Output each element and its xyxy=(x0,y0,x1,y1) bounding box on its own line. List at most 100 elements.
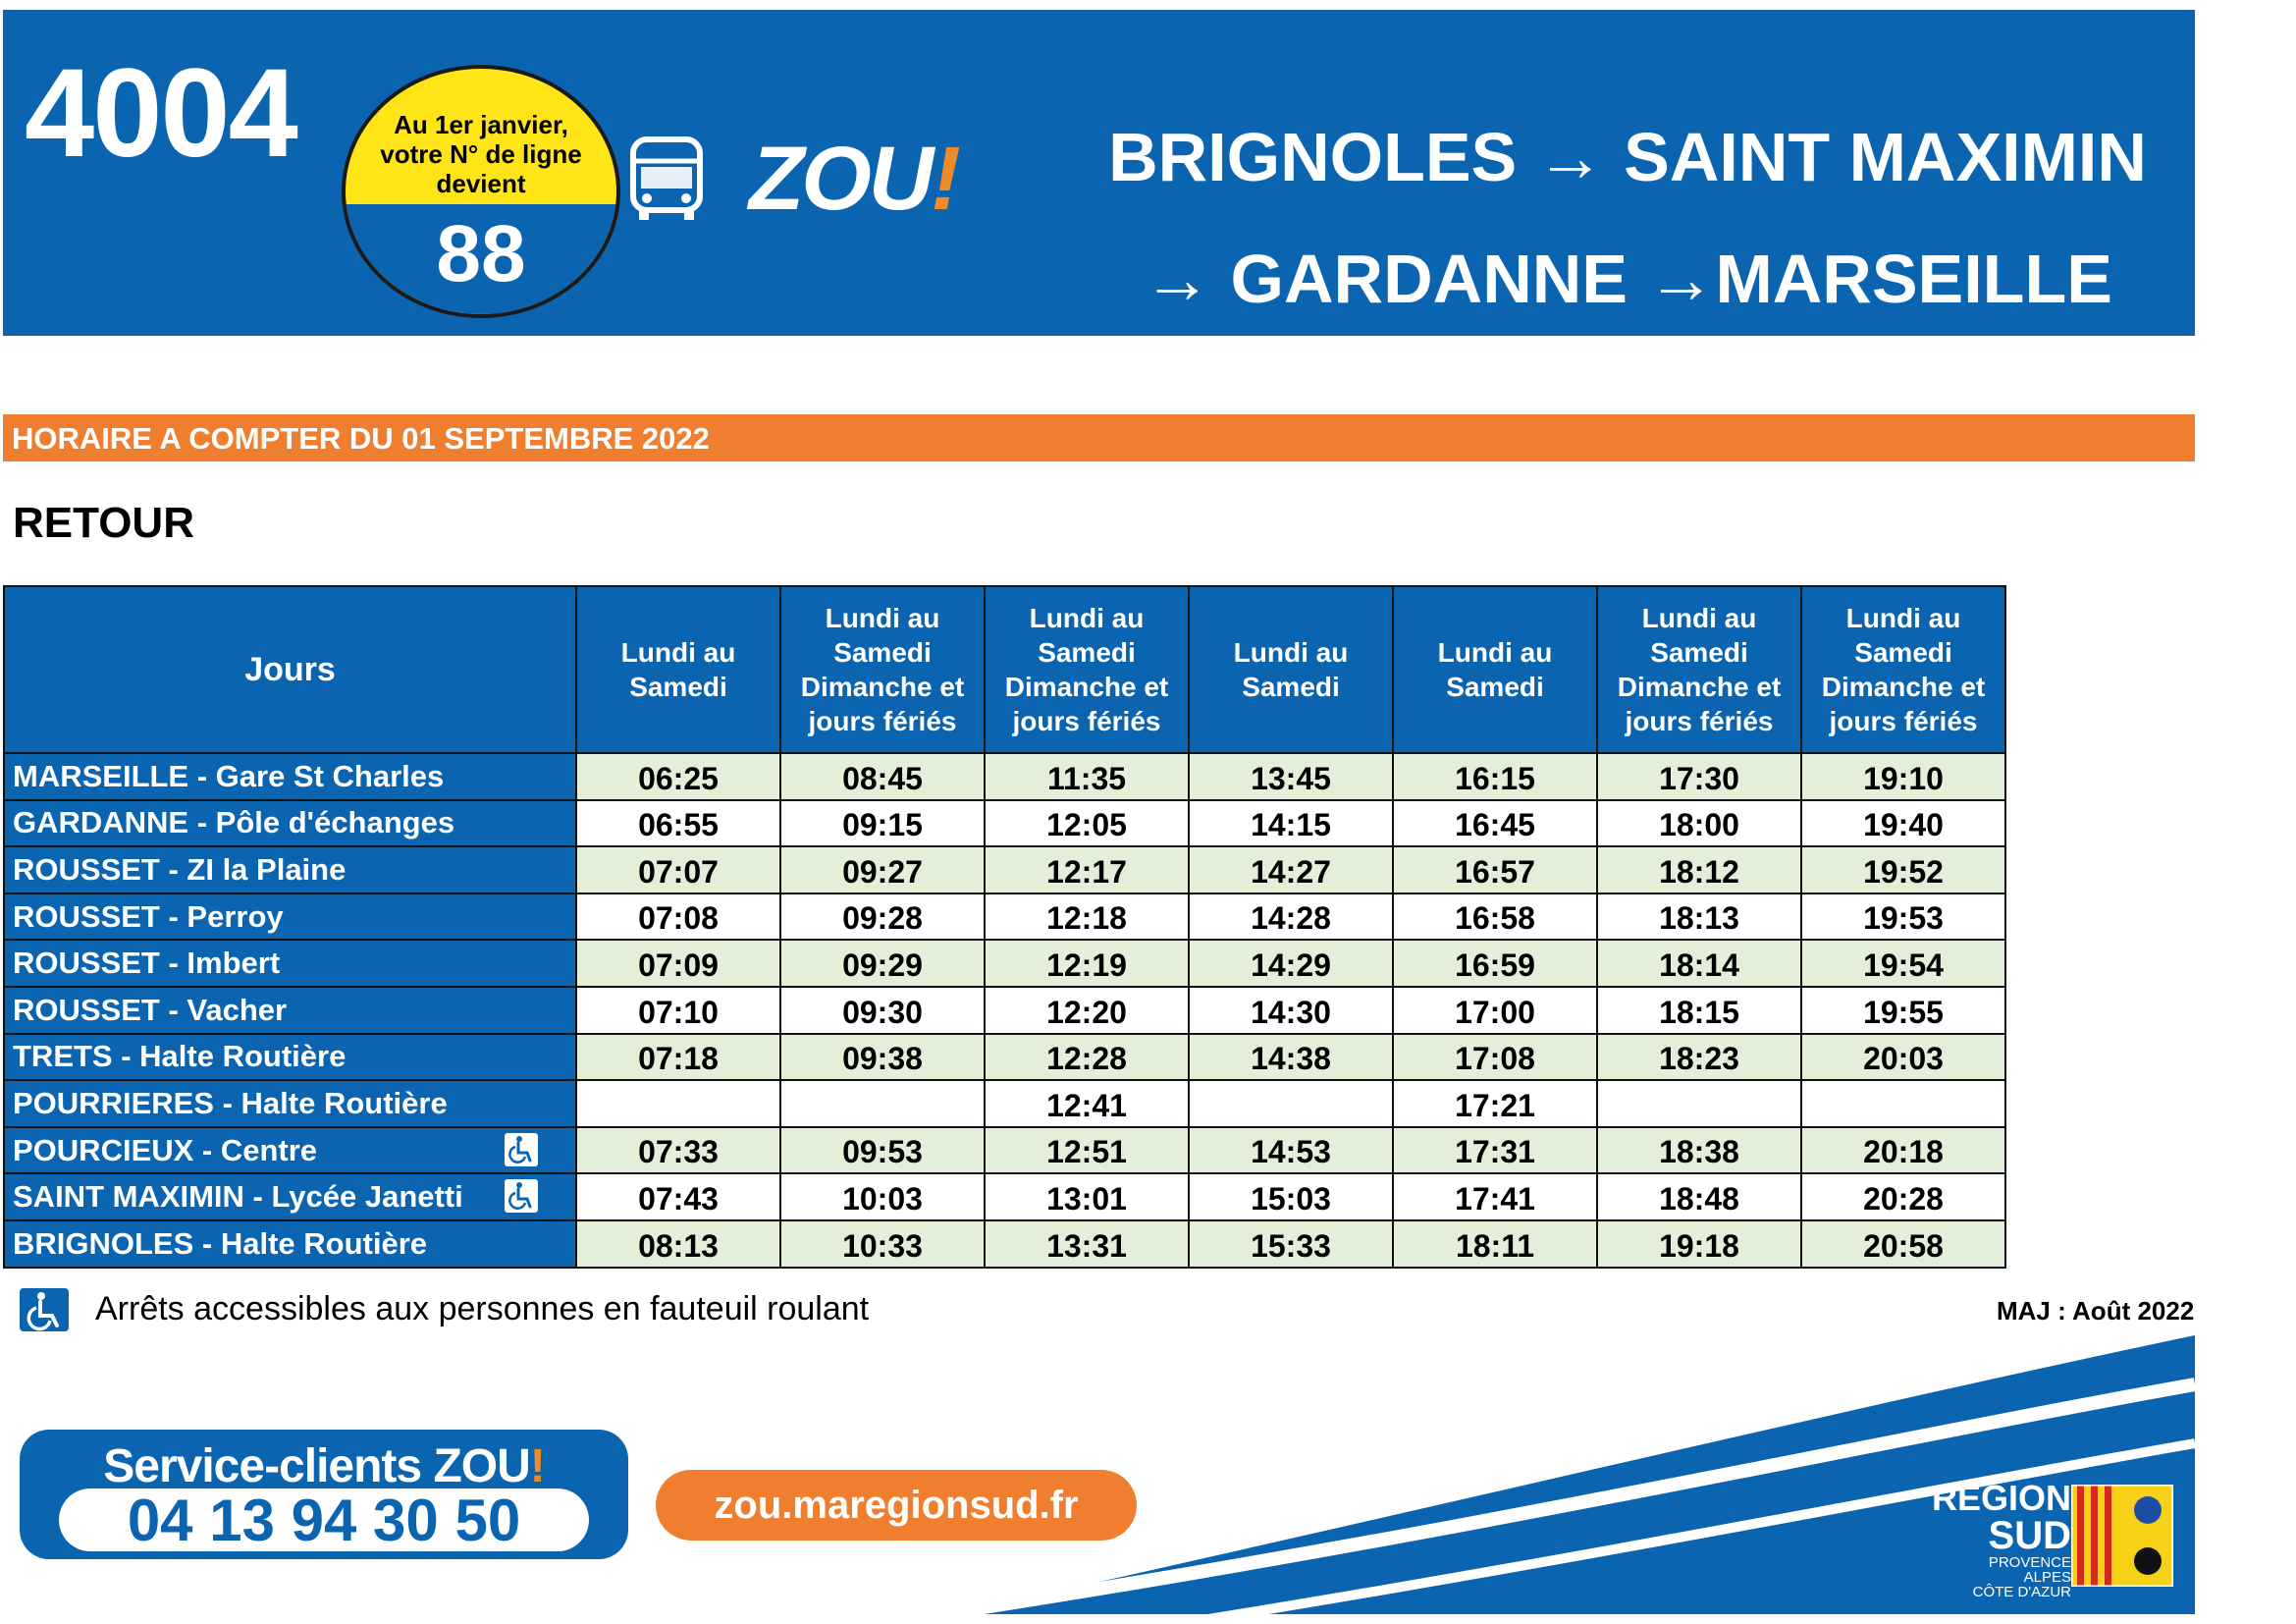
departure-time: 12:28 xyxy=(984,1032,1190,1082)
departure-time: 16:15 xyxy=(1392,752,1598,801)
header-col-3: Lundi au Samedi Dimanche et jours fériés xyxy=(984,585,1190,754)
departure-time: 18:12 xyxy=(1596,845,1802,894)
stop-name: BRIGNOLES - Halte Routière xyxy=(3,1218,577,1269)
wheelchair-icon xyxy=(20,1288,69,1331)
departure-time: 10:03 xyxy=(779,1172,986,1221)
departure-time: 12:18 xyxy=(984,892,1190,942)
departure-time: 15:33 xyxy=(1188,1218,1394,1269)
service-clients-box: Service-clients ZOU! 04 13 94 30 50 xyxy=(20,1430,628,1559)
departure-time: 06:55 xyxy=(575,798,781,848)
stop-name: MARSEILLE - Gare St Charles xyxy=(3,752,577,801)
departure-time: 12:05 xyxy=(984,798,1190,848)
departure-time: 12:19 xyxy=(984,939,1190,988)
zou-logo: ZOU! xyxy=(749,128,961,231)
table-row: TRETS - Halte Routière 07:18 09:38 12:28 14:… xyxy=(3,1032,2006,1082)
departure-time: 19:40 xyxy=(1800,798,2006,848)
badge-text: Au 1er janvier, votre N° de ligne devien… xyxy=(346,110,616,198)
legend-text: Arrêts accessibles aux personnes en faut… xyxy=(95,1290,870,1327)
stop-name: ROUSSET - ZI la Plaine xyxy=(3,845,577,894)
departure-time: 07:33 xyxy=(575,1125,781,1175)
line-number: 4004 xyxy=(25,43,298,184)
stop-name: ROUSSET - Imbert xyxy=(3,939,577,988)
validity-strip: HORAIRE A COMPTER DU 01 SEPTEMBRE 2022 xyxy=(3,414,2195,461)
update-date: MAJ : Août 2022 xyxy=(1997,1296,2195,1326)
departure-time: 17:00 xyxy=(1392,985,1598,1035)
region-line-4: ALPES xyxy=(2023,1569,2071,1586)
departure-time: 16:58 xyxy=(1392,892,1598,942)
departure-time: 12:41 xyxy=(984,1079,1190,1128)
stop-label: POURRIERES - Halte Routière xyxy=(13,1085,448,1120)
departure-time: 20:18 xyxy=(1800,1125,2006,1175)
table-row: BRIGNOLES - Halte Routière 08:13 10:33 13:3… xyxy=(3,1218,2006,1269)
departure-time: 18:13 xyxy=(1596,892,1802,942)
departure-time: 19:53 xyxy=(1800,892,2006,942)
departure-time: 09:15 xyxy=(779,798,986,848)
header-col-5: Lundi au Samedi xyxy=(1392,585,1598,754)
departure-time: 07:43 xyxy=(575,1172,781,1221)
header-col-1: Lundi au Samedi xyxy=(575,585,781,754)
departure-time: 19:10 xyxy=(1800,752,2006,801)
departure-time: 19:18 xyxy=(1596,1218,1802,1269)
badge-line-2: votre N° de ligne xyxy=(380,139,582,169)
stop-label: ROUSSET - ZI la Plaine xyxy=(13,851,347,887)
header-banner: 4004 Au 1er janvier, votre N° de ligne d… xyxy=(3,10,2195,336)
timetable: Jours Lundi au Samedi Lundi au Samedi Di… xyxy=(3,585,2006,1269)
departure-time: 18:38 xyxy=(1596,1125,1802,1175)
departure-time xyxy=(1800,1079,2006,1128)
region-flag-icon xyxy=(2071,1485,2173,1587)
departure-time: 12:20 xyxy=(984,985,1190,1035)
departure-time: 11:35 xyxy=(984,752,1190,801)
timetable-body: MARSEILLE - Gare St Charles 06:25 08:45 11:… xyxy=(3,752,2006,1269)
region-sud-logo: RÉGION SUD PROVENCE ALPES CÔTE D'AZUR xyxy=(1895,1478,2071,1600)
departure-time: 17:21 xyxy=(1392,1079,1598,1128)
departure-time: 13:45 xyxy=(1188,752,1394,801)
departure-time: 20:28 xyxy=(1800,1172,2006,1221)
departure-time: 18:15 xyxy=(1596,985,1802,1035)
departure-time: 08:13 xyxy=(575,1218,781,1269)
stop-label: GARDANNE - Pôle d'échanges xyxy=(13,805,455,840)
departure-time: 09:38 xyxy=(779,1032,986,1082)
wheelchair-icon xyxy=(505,1179,538,1214)
departure-time: 07:10 xyxy=(575,985,781,1035)
departure-time: 12:17 xyxy=(984,845,1190,894)
bus-icon xyxy=(630,136,703,220)
zou-logo-bang: ! xyxy=(931,129,961,229)
timetable-header-row: Jours Lundi au Samedi Lundi au Samedi Di… xyxy=(3,585,2006,754)
departure-time: 18:00 xyxy=(1596,798,1802,848)
departure-time: 13:31 xyxy=(984,1218,1190,1269)
departure-time: 07:09 xyxy=(575,939,781,988)
departure-time: 10:33 xyxy=(779,1218,986,1269)
departure-time: 09:29 xyxy=(779,939,986,988)
stop-label: TRETS - Halte Routière xyxy=(13,1039,347,1074)
service-phone[interactable]: 04 13 94 30 50 xyxy=(59,1489,589,1553)
zou-logo-text: ZOU xyxy=(749,129,934,229)
table-row: ROUSSET - Perroy 07:08 09:28 12:18 14:28 16:5… xyxy=(3,892,2006,942)
departure-time: 18:11 xyxy=(1392,1218,1598,1269)
departure-time: 13:01 xyxy=(984,1172,1190,1221)
header-col-2: Lundi au Samedi Dimanche et jours fériés xyxy=(779,585,986,754)
table-row: ROUSSET - Vacher 07:10 09:30 12:20 14:30 17:0… xyxy=(3,985,2006,1035)
badge-line-3: devient xyxy=(436,169,526,198)
footer-swoosh xyxy=(0,1335,2296,1624)
departure-time: 09:30 xyxy=(779,985,986,1035)
departure-time: 09:27 xyxy=(779,845,986,894)
stop-name: POURCIEUX - Centre xyxy=(3,1125,577,1175)
table-row: POURCIEUX - Centre 07:33 09:53 12:51 14:53 17… xyxy=(3,1125,2006,1175)
direction-title: RETOUR xyxy=(13,499,194,547)
header-col-4: Lundi au Samedi xyxy=(1188,585,1394,754)
departure-time xyxy=(1188,1079,1394,1128)
website-link[interactable]: zou.maregionsud.fr xyxy=(656,1470,1137,1541)
departure-time: 17:08 xyxy=(1392,1032,1598,1082)
departure-time: 14:30 xyxy=(1188,985,1394,1035)
stop-label: SAINT MAXIMIN - Lycée Janetti xyxy=(13,1179,463,1215)
departure-time: 08:45 xyxy=(779,752,986,801)
service-clients-label: Service-clients ZOU! xyxy=(20,1439,628,1493)
region-line-1: RÉGION xyxy=(1931,1478,2071,1518)
service-clients-text: Service-clients ZOU xyxy=(103,1440,531,1492)
departure-time: 19:54 xyxy=(1800,939,2006,988)
departure-time: 16:45 xyxy=(1392,798,1598,848)
departure-time xyxy=(1596,1079,1802,1128)
badge-bottom xyxy=(346,204,616,314)
departure-time: 07:08 xyxy=(575,892,781,942)
departure-time: 14:28 xyxy=(1188,892,1394,942)
